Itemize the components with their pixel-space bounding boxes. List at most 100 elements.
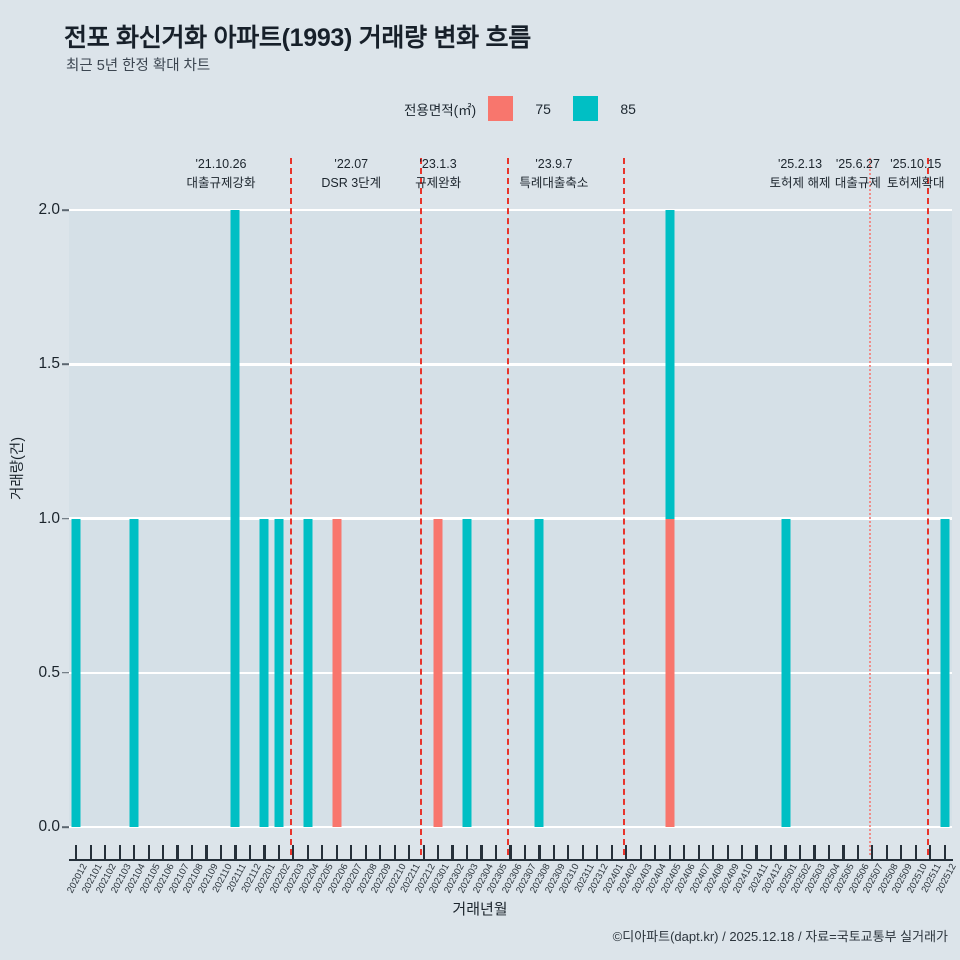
bar-202111-85[interactable] — [230, 210, 240, 827]
x-tick-mark — [798, 845, 802, 859]
event-date: '21.10.26 — [195, 157, 247, 171]
bar-202512-85[interactable] — [940, 518, 950, 827]
gridline — [69, 825, 952, 829]
event-date: '25.2.13 — [777, 157, 823, 171]
bar-202206-75[interactable] — [332, 518, 342, 827]
bar-202204-85[interactable] — [303, 518, 313, 827]
x-tick-mark — [668, 845, 671, 859]
bar-202012-85[interactable] — [71, 518, 81, 827]
y-axis-title: 거래량(건) — [10, 436, 26, 500]
event-line-202301 — [507, 158, 510, 855]
x-tick-mark — [292, 845, 295, 859]
event-line-202207 — [420, 158, 423, 855]
bar-202104-85[interactable] — [129, 518, 139, 827]
event-text: 토허제확대 — [887, 176, 945, 191]
x-tick-mark — [350, 845, 353, 859]
x-tick-mark — [234, 845, 237, 859]
x-tick-mark — [190, 845, 194, 859]
legend-swatch-75 — [488, 96, 514, 121]
x-tick-mark — [885, 845, 888, 859]
x-tick-mark — [219, 845, 223, 859]
x-tick-mark — [104, 845, 107, 859]
event-annotation-202207: '22.07 DSR 3단계 — [321, 155, 381, 194]
event-date: '22.07 — [334, 157, 369, 171]
x-tick-mark — [755, 845, 758, 859]
x-tick-mark — [277, 845, 280, 859]
x-tick-mark — [639, 845, 642, 859]
chart-subtitle: 최근 5년 한정 확대 차트 — [66, 58, 211, 74]
y-tick-label: 2.0 — [38, 201, 60, 218]
bar-202405-85[interactable] — [665, 210, 675, 519]
gridline — [69, 517, 952, 520]
x-tick-mark — [784, 845, 787, 859]
gridline — [69, 671, 952, 675]
x-tick-mark — [422, 845, 425, 859]
x-tick-mark — [89, 845, 92, 859]
y-tick-label: 1.0 — [38, 509, 60, 527]
event-annotation-202506: '25.6.27 대출규제 — [835, 155, 881, 194]
event-annotation-202510: '25.10.15 토허제확대 — [887, 155, 945, 194]
x-tick-mark — [538, 845, 541, 859]
x-tick-mark — [943, 845, 946, 859]
legend-item-75[interactable]: 75 — [488, 96, 573, 121]
x-tick-mark — [494, 845, 498, 859]
bar-202303-85[interactable] — [462, 518, 472, 827]
event-date: '25.10.15 — [890, 157, 942, 171]
bar-202301-75[interactable] — [433, 518, 443, 827]
x-tick-mark — [437, 845, 440, 859]
x-tick-mark — [480, 845, 483, 859]
x-axis-title: 거래년월 — [452, 901, 508, 918]
bar-202308-85[interactable] — [534, 518, 544, 827]
x-tick-mark — [263, 845, 266, 859]
chart-title: 전포 화신거화 아파트(1993) 거래량 변화 흐름 — [64, 24, 531, 52]
x-tick-mark — [451, 845, 454, 859]
bar-202202-85[interactable] — [274, 518, 284, 827]
event-line-202110 — [289, 158, 292, 855]
bar-202501-85[interactable] — [781, 518, 791, 827]
y-tick-mark — [62, 517, 69, 520]
legend-item-85[interactable]: 85 — [573, 96, 658, 121]
event-line-202506 — [926, 158, 929, 855]
event-text: 특례대출축소 — [519, 176, 589, 191]
event-date: '23.1.3 — [419, 157, 457, 171]
x-tick-mark — [118, 845, 121, 859]
x-tick-mark — [379, 845, 382, 859]
y-tick-mark — [62, 209, 69, 211]
x-tick-mark — [509, 845, 512, 859]
x-tick-mark — [248, 845, 252, 859]
x-tick-mark — [523, 845, 527, 859]
bar-202201-85[interactable] — [259, 518, 269, 827]
event-date: '25.6.27 — [835, 157, 880, 171]
x-tick-mark — [393, 845, 396, 859]
x-tick-mark — [741, 845, 744, 859]
event-annotation-202301: '23.1.3 규제완화 — [415, 155, 461, 194]
x-tick-mark — [364, 845, 367, 859]
x-tick-mark — [205, 845, 208, 859]
event-annotation-202110: '21.10.26 대출규제강화 — [186, 155, 255, 194]
x-tick-mark — [610, 845, 613, 859]
x-tick-mark — [147, 845, 150, 859]
event-line-202309 — [622, 158, 625, 855]
event-text: 규제완화 — [415, 176, 462, 191]
legend-label-85: 85 — [620, 100, 636, 117]
x-tick-mark — [176, 845, 179, 859]
bar-202405-75[interactable] — [665, 518, 675, 827]
event-text: 토허제 해제 — [769, 176, 831, 191]
x-tick-mark — [625, 845, 628, 859]
x-tick-mark — [929, 845, 932, 859]
x-tick-mark — [726, 845, 729, 859]
y-tick-label: 0.5 — [38, 663, 60, 681]
x-tick-mark — [654, 845, 657, 859]
x-tick-mark — [581, 845, 584, 859]
x-tick-mark — [75, 845, 78, 859]
x-tick-mark — [842, 845, 845, 859]
event-text: 대출규제 — [834, 176, 881, 191]
y-tick-mark — [62, 826, 69, 828]
gridline — [69, 363, 952, 366]
x-tick-mark — [306, 845, 309, 859]
event-text: DSR 3단계 — [321, 176, 382, 191]
legend-label-75: 75 — [535, 100, 551, 117]
legend: 전용면적(㎡) 75 85 — [404, 96, 658, 121]
x-tick-mark — [827, 845, 831, 859]
plot-area — [69, 158, 952, 855]
